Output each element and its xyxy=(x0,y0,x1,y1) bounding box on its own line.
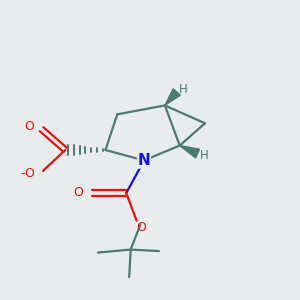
Text: H: H xyxy=(179,83,188,96)
Text: N: N xyxy=(138,153,150,168)
Text: O: O xyxy=(25,120,34,133)
Text: -: - xyxy=(21,167,26,182)
Text: O: O xyxy=(25,167,34,180)
Text: O: O xyxy=(136,221,146,234)
Polygon shape xyxy=(180,146,200,158)
Text: H: H xyxy=(200,148,208,162)
Polygon shape xyxy=(165,89,180,105)
Text: O: O xyxy=(74,186,84,199)
